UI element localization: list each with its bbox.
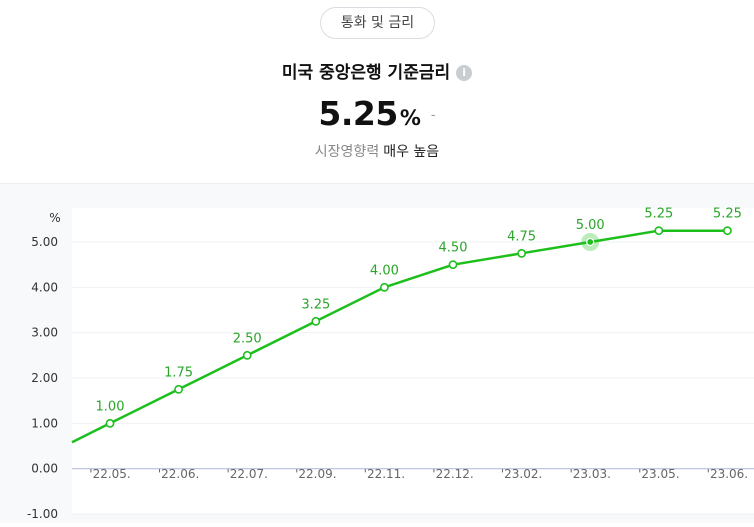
y-tick-label: 5.00 bbox=[31, 235, 58, 249]
y-tick-label: 3.00 bbox=[31, 326, 58, 340]
y-axis: % 5.00 4.00 3.00 2.00 1.00 0.00 -1.00 bbox=[27, 211, 61, 521]
y-tick-label: 2.00 bbox=[31, 371, 58, 385]
value-unit: % bbox=[399, 106, 421, 130]
data-point bbox=[174, 384, 183, 394]
data-point bbox=[517, 248, 526, 258]
x-tick-label: '23.03. bbox=[569, 467, 610, 481]
data-point bbox=[105, 418, 115, 428]
data-label: 2.50 bbox=[233, 331, 262, 346]
x-tick-label: '22.06. bbox=[158, 467, 199, 481]
rate-line-chart[interactable]: %5.004.003.002.001.000.00-1.00 '22.05. '2… bbox=[0, 184, 754, 523]
chart-area: % 5.00 4.00 3.00 2.00 1.00 0.00 -1.00 '22.05. '2… bbox=[0, 183, 754, 523]
x-axis: '22.05. '22.06. '22.07. '22.09. '22.11. '22.1… bbox=[89, 467, 748, 481]
value-number: 5.25 bbox=[318, 94, 398, 133]
indicator-header: 통화 및 금리 미국 중앙은행 기준금리 i 5.25% - 시장영향력 매우 높음 bbox=[0, 0, 754, 183]
data-point bbox=[654, 226, 664, 236]
y-tick-label: 4.00 bbox=[31, 280, 58, 294]
rate-series: 1.00 1.75 2.50 3.25 4.00 4.50 4.75 5.00 5.25 5.25 bbox=[71, 207, 742, 444]
data-label: 5.25 bbox=[644, 207, 673, 222]
highlight-point bbox=[586, 237, 595, 247]
data-label: 1.00 bbox=[96, 399, 125, 414]
data-label: 4.50 bbox=[439, 241, 468, 256]
data-point bbox=[311, 316, 321, 326]
data-point bbox=[242, 350, 252, 360]
x-tick-label: '22.05. bbox=[89, 467, 130, 481]
data-label: 5.00 bbox=[576, 218, 605, 233]
info-icon[interactable]: i bbox=[456, 65, 473, 81]
data-label: 4.75 bbox=[507, 229, 536, 244]
x-tick-label: '22.12. bbox=[432, 467, 473, 481]
market-influence: 시장영향력 매우 높음 bbox=[0, 141, 754, 161]
data-label: 3.25 bbox=[301, 297, 330, 312]
x-tick-label: '22.11. bbox=[364, 467, 405, 481]
data-label: 5.25 bbox=[713, 207, 742, 222]
data-label: 4.00 bbox=[370, 263, 399, 278]
value-change: - bbox=[430, 108, 436, 123]
x-tick-label: '23.05. bbox=[638, 467, 679, 481]
y-tick-label: -1.00 bbox=[27, 507, 58, 521]
x-tick-label: '22.07. bbox=[226, 467, 267, 481]
data-point bbox=[379, 282, 389, 292]
data-point bbox=[723, 226, 732, 236]
plot-background bbox=[72, 208, 754, 514]
x-tick-label: '23.06. bbox=[707, 467, 748, 481]
data-label: 1.75 bbox=[164, 365, 193, 380]
grid-lines bbox=[72, 241, 754, 515]
y-tick-label: 0.00 bbox=[31, 462, 58, 476]
current-value: 5.25% - bbox=[0, 94, 754, 133]
x-tick-label: '23.02. bbox=[501, 467, 542, 481]
x-tick-label: '22.09. bbox=[295, 467, 336, 481]
category-pill[interactable]: 통화 및 금리 bbox=[320, 7, 435, 39]
influence-level: 매우 높음 bbox=[383, 144, 440, 160]
data-point bbox=[448, 260, 458, 270]
y-tick-label: 1.00 bbox=[31, 416, 58, 430]
indicator-title: 미국 중앙은행 기준금리 i bbox=[0, 58, 754, 83]
influence-label: 시장영향력 bbox=[314, 144, 380, 160]
y-unit-label: % bbox=[49, 211, 60, 225]
indicator-title-text: 미국 중앙은행 기준금리 bbox=[281, 63, 451, 83]
